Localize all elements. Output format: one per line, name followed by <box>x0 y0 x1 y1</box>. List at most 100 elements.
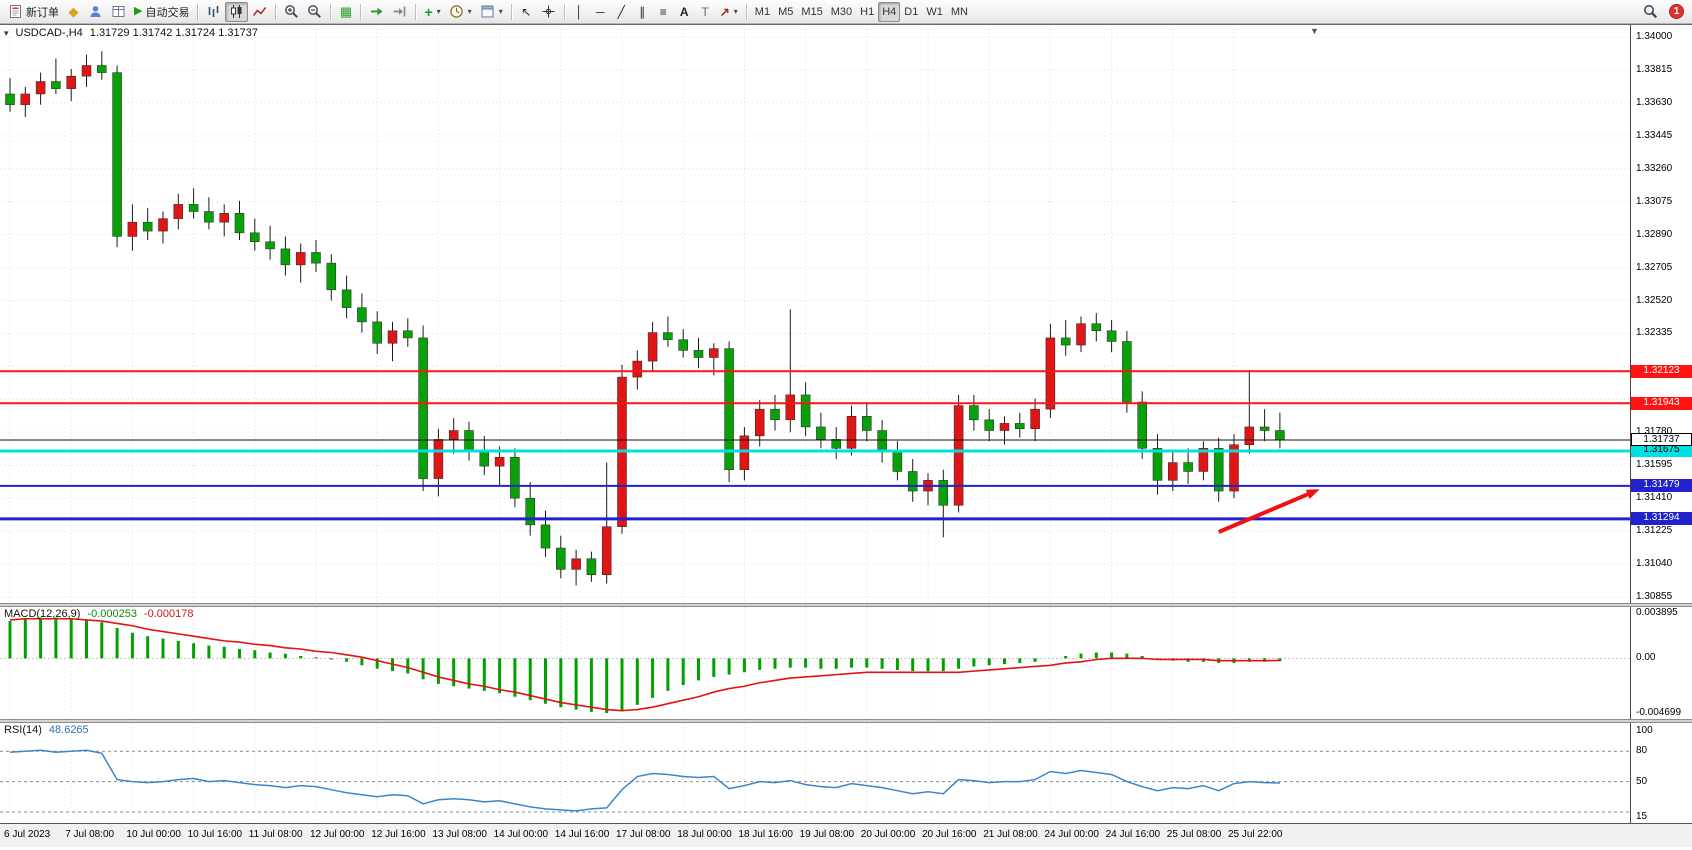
time-scale-label: 11 Jul 08:00 <box>248 829 303 840</box>
timeframe-button-d1-label: D1 <box>904 5 919 18</box>
timeframe-button-w1-label: W1 <box>926 5 943 18</box>
tile-windows-button[interactable]: ▦ <box>335 2 356 22</box>
candlestick-chart-button[interactable] <box>225 1 249 22</box>
horizontal-line-icon: ─ <box>595 4 605 19</box>
data-window-button[interactable] <box>107 2 130 22</box>
new-order-button-label: 新订单 <box>26 6 59 19</box>
macd-panel[interactable]: MACD(12,26,9) -0.000253 -0.000178 <box>0 607 1630 719</box>
macd-signal-value: -0.000178 <box>143 608 194 620</box>
timeframe-button-m1-label: M1 <box>754 5 771 18</box>
periods-icon <box>449 4 464 19</box>
bar-chart-button[interactable] <box>202 2 225 22</box>
rsi-chart-svg[interactable] <box>0 723 1630 823</box>
timeframe-button-mn-label: MN <box>950 5 968 18</box>
data-window-icon <box>111 4 126 19</box>
trendline-button[interactable]: ╱ <box>611 2 632 22</box>
macd-name: MACD(12,26,9) <box>4 608 81 620</box>
text-label-icon: T <box>701 4 709 19</box>
rsi-panel[interactable]: RSI(14) 48.6265 <box>0 723 1630 823</box>
macd-chart-svg[interactable] <box>0 607 1630 719</box>
macd-main-value: -0.000253 <box>87 608 137 620</box>
chart-ohlc-values: 1.31729 1.31742 1.31724 1.31737 <box>89 27 258 39</box>
time-scale-label: 13 Jul 08:00 <box>432 829 487 840</box>
timeframe-button-m15-label: M15 <box>801 5 823 18</box>
crosshair-button[interactable] <box>537 2 560 22</box>
autotrading-button[interactable]: ▶ 自动交易 <box>130 2 193 22</box>
timeframe-button-h4[interactable]: H4 <box>878 1 901 22</box>
macd-rsi-splitter[interactable] <box>0 719 1692 723</box>
time-scale-label: 18 Jul 00:00 <box>677 829 732 840</box>
timeframe-button-h1[interactable]: H1 <box>856 2 878 22</box>
horizontal-line-button[interactable]: ─ <box>590 2 611 22</box>
time-scale-label: 12 Jul 00:00 <box>310 829 365 840</box>
metaeditor-icon: ◆ <box>68 4 79 19</box>
text-label-button[interactable]: T <box>695 2 716 22</box>
auto-scroll-icon <box>369 4 384 19</box>
profiles-button[interactable] <box>84 2 107 22</box>
time-scale-label: 20 Jul 16:00 <box>922 829 977 840</box>
price-scale-label: 1.32890 <box>1636 228 1673 240</box>
price-axis[interactable]: 1.34000 1.33815 1.33630 1.33445 1.33260 1.330… <box>1630 25 1692 823</box>
time-scale-label: 18 Jul 16:00 <box>738 829 793 840</box>
price-line-label: 1.31943 <box>1631 396 1692 410</box>
chevron-down-icon: ▾ <box>498 7 503 16</box>
toolbar-separator <box>563 3 565 20</box>
arrows-icon: ↗ <box>719 4 730 19</box>
price-scale-label: 1.31225 <box>1636 525 1673 537</box>
arrows-button[interactable]: ↗ ▾ <box>716 2 742 22</box>
timeframe-button-d1[interactable]: D1 <box>900 2 922 22</box>
price-scale-label: 1.32520 <box>1636 294 1673 306</box>
time-scale-label: 20 Jul 00:00 <box>860 829 916 840</box>
new-order-button[interactable]: 新订单 <box>4 2 63 22</box>
crosshair-icon <box>541 4 556 19</box>
price-chart-svg[interactable] <box>0 25 1630 603</box>
indicators-button[interactable]: + ▾ <box>420 2 444 22</box>
price-line-label: 1.31479 <box>1631 479 1692 493</box>
toolbar-separator <box>275 3 277 20</box>
price-line-label: 1.31294 <box>1631 512 1692 526</box>
templates-button[interactable]: ▾ <box>476 2 507 22</box>
chart-shift-button[interactable] <box>388 2 411 22</box>
profile-icon <box>88 4 103 19</box>
equidistant-channel-button[interactable]: ∥ <box>632 2 653 22</box>
price-macd-splitter[interactable] <box>0 603 1692 607</box>
metaeditor-button[interactable]: ◆ <box>63 2 84 22</box>
timeframe-button-w1[interactable]: W1 <box>922 2 947 22</box>
notification-badge[interactable]: 1 <box>1669 4 1684 19</box>
auto-scroll-button[interactable] <box>365 2 388 22</box>
toolbar-separator <box>330 3 332 20</box>
text-icon: A <box>679 4 689 19</box>
price-scale-label: 1.31780 <box>1636 426 1673 438</box>
timeframe-button-mn[interactable]: MN <box>947 2 972 22</box>
price-panel[interactable]: ▾ USDCAD-,H4 1.31729 1.31742 1.31724 1.3… <box>0 25 1630 603</box>
zoom-in-button[interactable] <box>280 2 303 22</box>
zoom-out-button[interactable] <box>303 2 326 22</box>
text-button[interactable]: A <box>674 2 695 22</box>
tile-windows-icon: ▦ <box>339 4 353 19</box>
chart-window: ▾ USDCAD-,H4 1.31729 1.31742 1.31724 1.3… <box>0 24 1692 850</box>
vertical-line-button[interactable]: │ <box>569 2 590 22</box>
time-axis[interactable]: 6 Jul 2023 7 Jul 08:00 10 Jul 00:00 10 Jul … <box>0 823 1692 847</box>
fibonacci-button[interactable]: ≡ <box>653 2 674 22</box>
line-chart-button[interactable] <box>248 2 271 22</box>
candlestick-icon <box>229 4 244 19</box>
search-button[interactable] <box>1639 2 1662 22</box>
price-scale-label: 1.32335 <box>1636 327 1673 339</box>
chart-shift-marker[interactable]: ▼ <box>1310 26 1319 36</box>
collapse-chart-icon[interactable]: ▾ <box>4 27 9 38</box>
autotrading-icon: ▶ <box>134 5 143 17</box>
toolbar-separator <box>197 3 199 20</box>
cursor-button[interactable]: ↖ <box>516 2 537 22</box>
price-scale-label: 1.33815 <box>1636 63 1673 75</box>
timeframe-button-h1-label: H1 <box>860 5 875 18</box>
periods-button[interactable]: ▾ <box>445 2 476 22</box>
current-price-label: 1.31737 <box>1631 433 1692 447</box>
timeframe-button-m15[interactable]: M15 <box>797 2 826 22</box>
time-scale-label: 25 Jul 22:00 <box>1228 829 1283 840</box>
timeframe-button-m5[interactable]: M5 <box>774 2 797 22</box>
timeframe-button-m1[interactable]: M1 <box>751 2 774 22</box>
timeframe-button-m30[interactable]: M30 <box>827 2 856 22</box>
time-scale-label: 14 Jul 16:00 <box>554 829 610 840</box>
time-scale-label: 7 Jul 08:00 <box>65 829 115 840</box>
